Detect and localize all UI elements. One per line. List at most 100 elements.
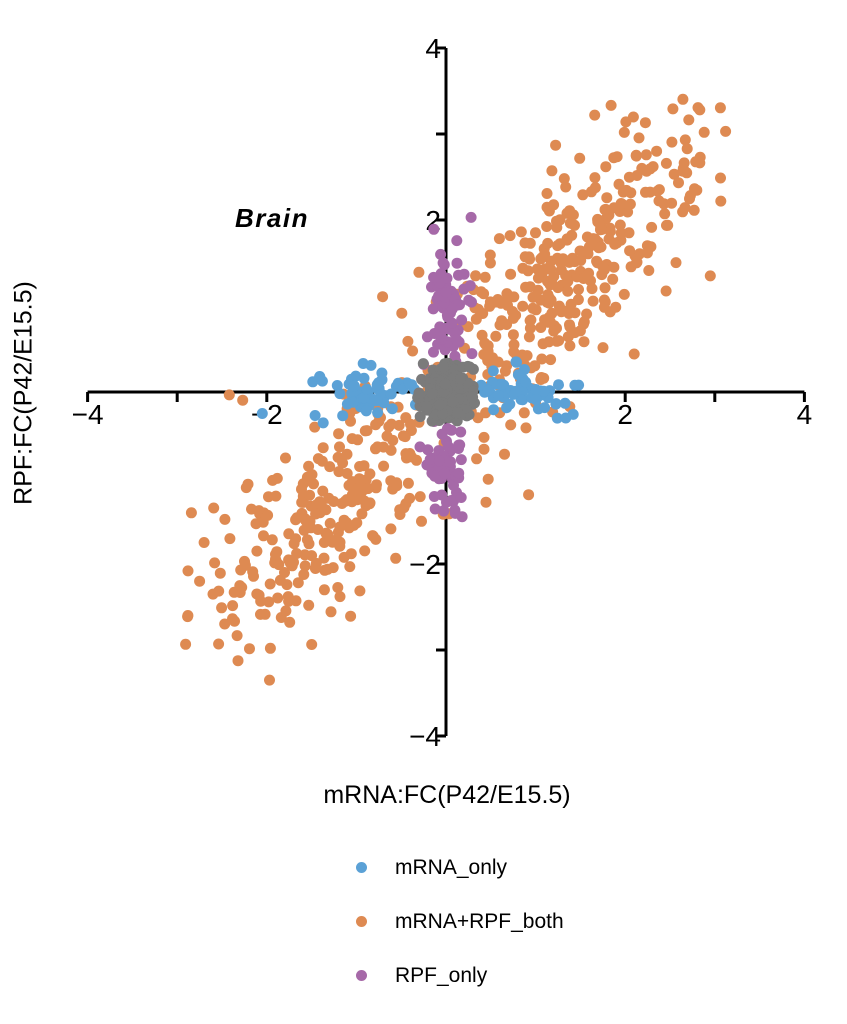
data-point — [328, 496, 340, 507]
data-point — [325, 606, 337, 618]
data-point — [316, 455, 328, 467]
data-point — [208, 502, 220, 514]
data-point — [426, 388, 438, 400]
data-point — [283, 595, 295, 607]
data-point — [429, 503, 441, 515]
data-point — [510, 385, 522, 397]
data-point — [194, 575, 206, 587]
data-point — [543, 205, 555, 217]
data-point — [690, 156, 702, 168]
data-point — [198, 537, 210, 548]
data-point — [519, 237, 531, 249]
data-point — [317, 417, 329, 429]
data-point — [651, 145, 663, 157]
data-point — [264, 674, 275, 686]
data-point — [573, 284, 584, 295]
data-point — [263, 491, 274, 503]
legend: mRNA_only mRNA+RPF_both RPF_only — [356, 857, 564, 1019]
data-point — [273, 559, 285, 571]
data-point — [385, 523, 397, 535]
data-point — [438, 505, 450, 517]
data-point — [530, 227, 541, 239]
data-point — [524, 322, 536, 334]
data-point — [564, 205, 576, 217]
data-point — [622, 206, 634, 218]
data-point — [338, 551, 350, 563]
data-point — [333, 466, 345, 478]
data-point — [589, 109, 601, 121]
data-point — [304, 489, 316, 501]
data-point — [434, 399, 446, 411]
data-point — [456, 314, 468, 326]
data-point — [414, 411, 426, 423]
data-point — [620, 116, 632, 128]
data-point — [236, 581, 248, 593]
data-point — [558, 173, 570, 185]
data-point — [433, 455, 445, 467]
data-point — [543, 297, 555, 309]
data-point — [303, 460, 315, 472]
data-point — [678, 157, 690, 169]
data-point — [505, 268, 517, 280]
data-point — [659, 208, 671, 220]
data-point — [607, 273, 619, 285]
data-point — [591, 257, 603, 269]
data-point — [605, 99, 617, 111]
data-point — [543, 336, 555, 348]
data-point — [333, 428, 345, 440]
legend-item-mrna-only: mRNA_only — [356, 857, 564, 878]
data-point — [482, 473, 494, 485]
data-point — [332, 582, 344, 593]
data-point — [603, 233, 615, 245]
data-point — [436, 428, 448, 440]
data-point — [692, 102, 704, 114]
data-point — [428, 271, 440, 283]
data-point — [387, 434, 399, 446]
data-point — [232, 655, 244, 667]
data-point — [365, 359, 377, 371]
data-point — [451, 334, 463, 346]
data-point — [322, 563, 334, 575]
data-point — [182, 565, 194, 577]
data-point — [367, 530, 379, 542]
data-point — [610, 301, 622, 313]
data-point — [451, 235, 463, 247]
data-point — [587, 295, 599, 307]
data-point — [437, 257, 449, 269]
data-point — [416, 515, 427, 527]
data-point — [402, 477, 414, 489]
data-point — [318, 537, 330, 548]
data-point — [317, 485, 329, 497]
data-point — [251, 545, 263, 557]
data-point — [437, 408, 448, 420]
data-point — [353, 482, 364, 494]
data-point — [535, 372, 547, 383]
data-point — [453, 439, 464, 451]
data-point — [334, 388, 346, 400]
data-point — [466, 391, 478, 403]
data-point — [608, 261, 620, 273]
data-point — [505, 419, 517, 431]
data-point — [334, 591, 346, 603]
data-point — [566, 229, 578, 241]
data-point — [351, 517, 363, 529]
data-point — [536, 353, 548, 365]
legend-label: RPF_only — [395, 964, 488, 987]
data-point — [550, 139, 562, 151]
data-point — [720, 125, 732, 137]
data-point — [301, 471, 313, 483]
data-point — [487, 365, 499, 377]
data-point — [299, 549, 311, 561]
data-point — [688, 204, 700, 216]
data-point — [318, 584, 330, 596]
data-point — [296, 496, 308, 508]
data-point — [310, 508, 322, 520]
data-point — [386, 403, 398, 415]
data-point — [348, 380, 360, 392]
data-point — [681, 143, 693, 155]
legend-item-rpf-only: RPF_only — [356, 965, 564, 986]
data-point — [524, 281, 536, 293]
data-point — [404, 379, 416, 391]
data-point — [715, 172, 726, 184]
